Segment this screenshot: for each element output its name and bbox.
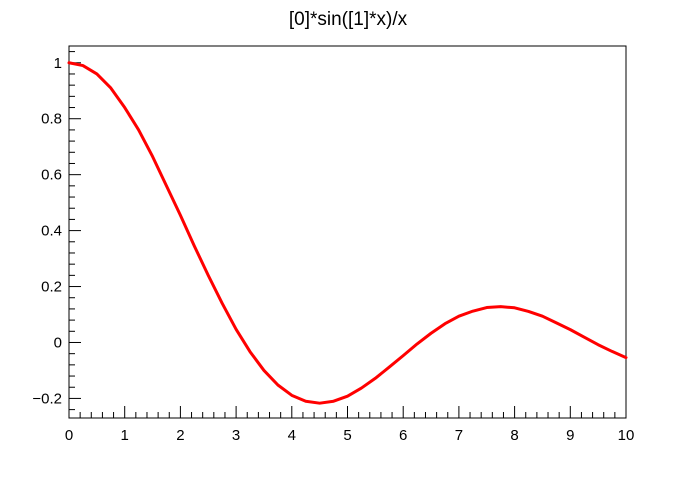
y-tick-label-0.8: 0.8 — [41, 111, 62, 128]
y-tick-label-0.2: 0.2 — [41, 279, 62, 296]
plot-frame — [68, 45, 627, 419]
x-tick-label-6: 6 — [399, 427, 407, 444]
chart-title: [0]*sin([1]*x)/x — [289, 9, 408, 30]
x-tick-label-2: 2 — [176, 427, 184, 444]
x-tick-label-4: 4 — [288, 427, 296, 444]
x-tick-label-7: 7 — [455, 427, 463, 444]
y-tick-label-0.6: 0.6 — [41, 167, 62, 184]
x-tick-label-0: 0 — [65, 427, 73, 444]
x-tick-label-5: 5 — [343, 427, 351, 444]
x-tick-label-9: 9 — [566, 427, 574, 444]
x-tick-label-1: 1 — [121, 427, 129, 444]
plot-area: 0 1 2 3 4 5 6 7 8 9 10 −0.2 0 0.2 0.4 0.6 0.8 1 — [32, 45, 635, 444]
x-tick-label-8: 8 — [510, 427, 518, 444]
y-tick-label-0.4: 0.4 — [41, 223, 62, 240]
y-tick-label-1: 1 — [54, 55, 62, 72]
series-line-0 — [67, 61, 628, 405]
x-tick-label-10: 10 — [618, 427, 635, 444]
x-tick-label-3: 3 — [232, 427, 240, 444]
y-tick-label-0: 0 — [54, 334, 62, 351]
y-tick-label--0.2: −0.2 — [32, 390, 62, 407]
